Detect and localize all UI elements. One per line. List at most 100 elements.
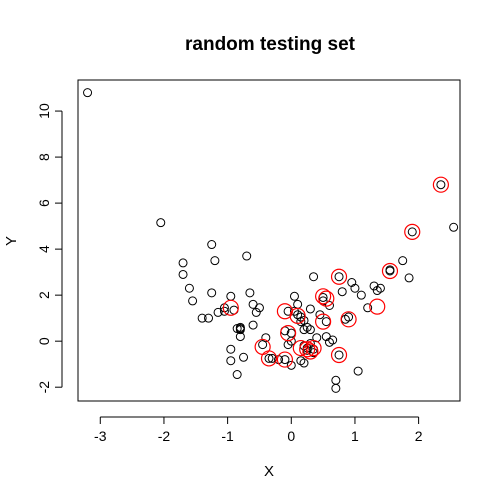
highlight-ring <box>302 343 319 360</box>
data-point <box>305 325 315 335</box>
data-point <box>248 320 258 330</box>
highlight-ring <box>318 290 335 307</box>
data-point <box>226 344 236 354</box>
highlight-ring <box>305 339 322 357</box>
y-tick-label: -2 <box>36 381 52 394</box>
y-tick-label: 8 <box>36 153 52 161</box>
data-point <box>436 180 446 190</box>
data-point <box>404 273 414 283</box>
data-point <box>321 317 331 327</box>
x-tick-label: 1 <box>351 428 359 444</box>
data-point <box>299 358 309 368</box>
y-axis: -2 0 2 4 6 8 10 <box>36 103 63 394</box>
data-point <box>328 335 338 345</box>
data-point <box>296 356 306 366</box>
data-point <box>239 352 249 362</box>
data-point <box>219 306 229 316</box>
data-point <box>254 303 264 313</box>
data-point <box>283 340 293 350</box>
data-point <box>407 227 417 237</box>
data-point <box>226 356 236 366</box>
highlight-ring <box>369 298 386 315</box>
highlight-ring <box>299 341 316 358</box>
data-point <box>337 287 347 297</box>
highlight-ring <box>292 339 309 357</box>
data-point <box>83 88 93 98</box>
data-point <box>347 277 357 287</box>
data-point <box>213 307 223 317</box>
data-point <box>398 256 408 266</box>
data-point <box>369 281 379 291</box>
plot-area-frame <box>77 79 461 402</box>
data-point <box>261 333 271 343</box>
highlight-ring <box>280 325 297 342</box>
highlight-ring <box>330 346 348 364</box>
data-point <box>286 360 296 370</box>
data-point <box>251 307 261 317</box>
highlight-ring <box>432 176 449 193</box>
x-tick-label: -2 <box>158 428 171 444</box>
y-tick-label: 6 <box>36 199 52 207</box>
data-point <box>372 286 382 296</box>
data-point <box>226 291 236 301</box>
data-point <box>207 240 217 250</box>
data-point <box>375 283 385 293</box>
data-point <box>204 313 214 323</box>
x-tick-label: -3 <box>94 428 107 444</box>
y-tick-label: 2 <box>36 291 52 299</box>
x-axis: -3 -2 -1 0 1 2 <box>94 416 423 444</box>
data-point <box>350 283 360 293</box>
highlight-ring <box>381 262 399 280</box>
data-point <box>245 288 255 298</box>
data-point <box>184 283 194 293</box>
x-tick-label: 0 <box>287 428 295 444</box>
chart-title: random testing set <box>185 34 356 55</box>
highlight-ring <box>340 311 357 328</box>
data-point <box>302 322 312 332</box>
data-point <box>242 251 252 261</box>
highlight-ring <box>330 268 348 285</box>
data-point <box>344 312 354 322</box>
data-point <box>449 222 459 232</box>
highlight-ring <box>289 307 306 324</box>
data-point <box>299 325 309 335</box>
data-point <box>178 258 188 268</box>
data-point <box>363 303 373 313</box>
data-point <box>334 272 344 282</box>
data-point <box>356 290 366 300</box>
data-point <box>289 291 299 301</box>
data-point <box>178 269 188 279</box>
data-point <box>156 218 166 228</box>
data-point <box>293 299 303 309</box>
data-point <box>280 355 290 365</box>
data-point <box>188 296 198 306</box>
data-point <box>385 265 395 275</box>
y-tick-label: 0 <box>36 337 52 345</box>
data-point <box>264 353 274 363</box>
data-point <box>331 375 341 385</box>
highlight-ring <box>254 338 271 356</box>
y-tick-label: 4 <box>36 245 52 253</box>
data-point <box>235 325 245 335</box>
highlight-ring <box>315 313 332 330</box>
x-axis-label: X <box>264 463 274 480</box>
x-tick-label: 2 <box>415 428 423 444</box>
highlight-ring <box>404 223 421 240</box>
highlight-rings <box>222 176 449 368</box>
highlight-ring <box>276 351 294 368</box>
data-point <box>331 383 341 393</box>
data-point <box>197 313 207 323</box>
data-point <box>210 256 220 266</box>
data-point <box>324 337 334 347</box>
x-tick-label: -1 <box>221 428 234 444</box>
highlight-ring <box>222 299 239 316</box>
data-point <box>309 272 319 282</box>
y-axis-label: Y <box>3 236 20 246</box>
data-point <box>232 370 242 380</box>
data-point <box>207 288 217 298</box>
y-tick-label: 10 <box>36 103 52 119</box>
highlight-ring <box>315 288 332 305</box>
data-point <box>353 366 363 376</box>
data-point <box>305 304 315 314</box>
